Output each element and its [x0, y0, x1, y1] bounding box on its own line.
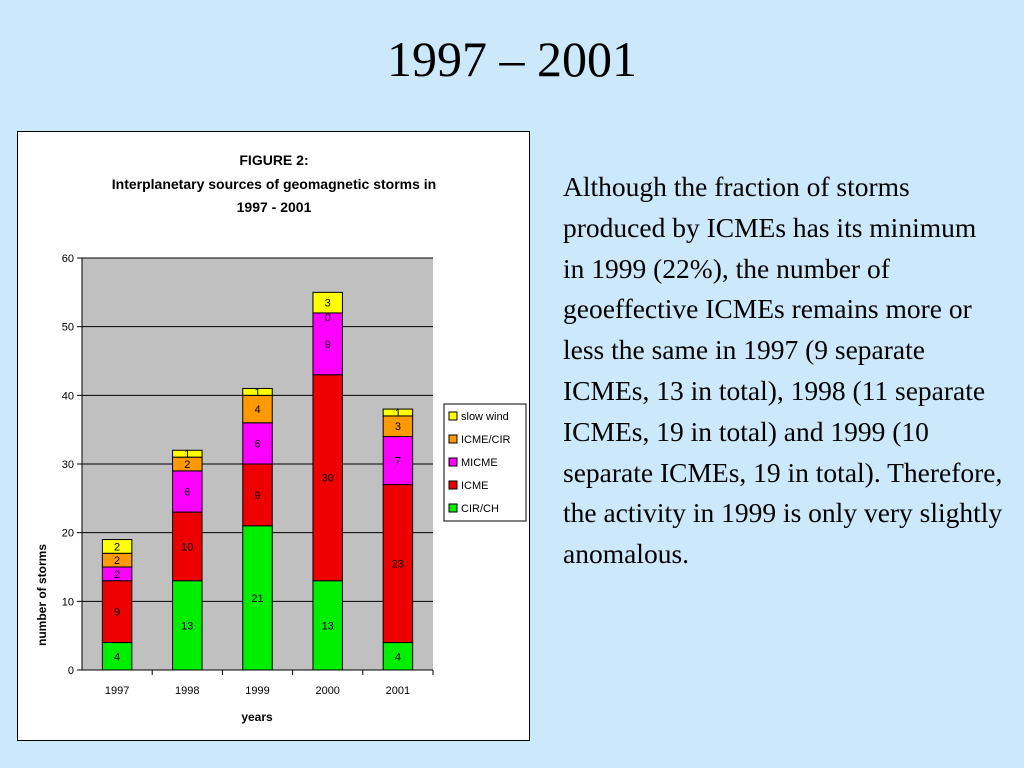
data-label: 2 [114, 555, 120, 567]
legend-entry: ICME/CIR [461, 434, 511, 446]
bar-segment [242, 525, 273, 671]
legend-entry: MICME [461, 457, 498, 469]
bar-segment [172, 580, 203, 671]
data-label: 4 [395, 651, 401, 663]
bar-segment [242, 422, 273, 465]
legend-box [443, 403, 527, 522]
bar-segment [312, 291, 343, 314]
legend-entry: CIR/CH [461, 503, 499, 515]
chart-title-line3: 1997 - 2001 [237, 199, 312, 215]
data-label: 10 [181, 541, 193, 553]
chart-title-line2: Interplanetary sources of geomagnetic st… [112, 176, 436, 192]
bar-segment [172, 449, 203, 458]
x-tick-label: 1999 [245, 685, 269, 697]
bar-segment [242, 387, 273, 396]
chart-frame: FIGURE 2: Interplanetary sources of geom… [17, 131, 530, 741]
legend-swatch [448, 434, 458, 444]
y-tick-label: 10 [62, 596, 74, 608]
data-label: 7 [395, 456, 401, 468]
x-axis-label: years [241, 710, 273, 724]
y-tick-label: 30 [62, 459, 74, 471]
bar-segment [382, 436, 414, 486]
data-label: 3 [325, 298, 331, 310]
x-tick-label: 2001 [386, 685, 410, 697]
bar-segment [312, 312, 343, 376]
chart-title-line1: FIGURE 2: [239, 152, 308, 168]
y-tick-label: 60 [62, 253, 74, 265]
slide-title: 1997 – 2001 [387, 31, 637, 87]
data-label: 2 [114, 569, 120, 581]
y-tick-label: 0 [68, 665, 74, 677]
x-tick-label: 1997 [105, 685, 129, 697]
data-label: 1 [184, 449, 190, 461]
data-label: 2 [114, 541, 120, 553]
data-label: 2 [184, 459, 190, 471]
data-label: 4 [254, 404, 260, 416]
data-label: 1 [254, 387, 260, 399]
data-label: 13 [322, 620, 334, 632]
bar-segment [242, 394, 273, 424]
data-label: 6 [184, 486, 190, 498]
data-label: 3 [395, 421, 401, 433]
data-label: 1 [395, 408, 401, 420]
legend-entry: slow wind [461, 411, 509, 423]
y-axis-label: number of storms [35, 544, 49, 646]
stacked-bar-chart: FIGURE 2: Interplanetary sources of geom… [35, 152, 527, 724]
data-label: 21 [251, 593, 263, 605]
legend-swatch [448, 480, 458, 490]
data-label: 23 [392, 559, 404, 571]
x-tick-label: 1998 [175, 685, 199, 697]
data-label: 4 [114, 651, 120, 663]
body-text: Although the fraction of storms produced… [563, 171, 1003, 570]
data-label: 30 [322, 473, 334, 485]
data-label: 9 [114, 607, 120, 619]
x-tick-label: 2000 [315, 685, 339, 697]
legend-swatch [448, 503, 458, 513]
data-label: 13 [181, 620, 193, 632]
bar-segment [172, 470, 203, 513]
y-tick-label: 20 [62, 528, 74, 540]
legend-entry: ICME [461, 480, 489, 492]
y-tick-label: 40 [62, 390, 74, 402]
data-label: 9 [325, 339, 331, 351]
data-label: 9 [254, 490, 260, 502]
y-tick-label: 50 [62, 322, 74, 334]
bar-segment [242, 463, 273, 527]
legend-swatch [448, 411, 458, 421]
bar-segment [382, 408, 414, 417]
data-label: 6 [254, 438, 260, 450]
data-label: 0 [325, 312, 331, 324]
legend-swatch [448, 457, 458, 467]
bar-segment [101, 539, 133, 554]
